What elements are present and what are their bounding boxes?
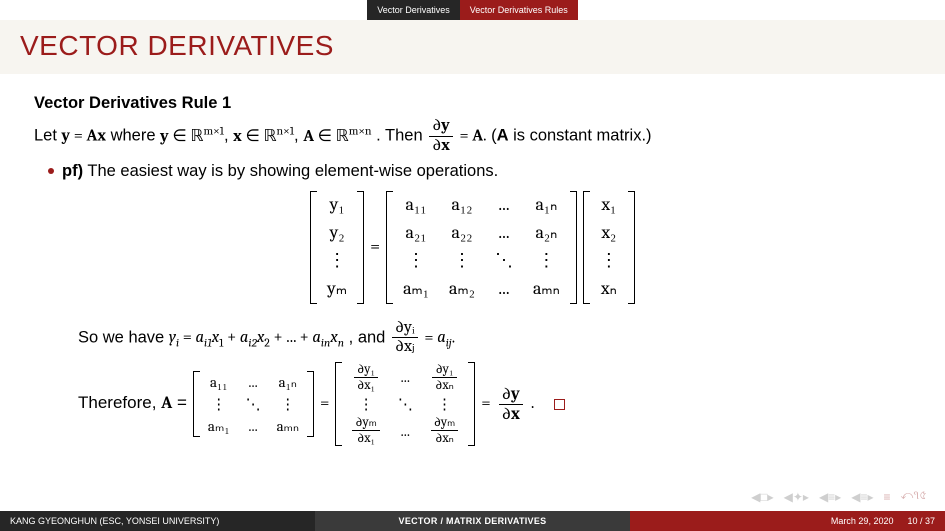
text: , and (349, 328, 390, 346)
den: ∂x (432, 136, 450, 155)
block-heading: Vector Derivatives Rule 1 (34, 92, 911, 114)
top-breadcrumb: Vector Derivatives Vector Derivatives Ru… (0, 0, 945, 20)
footer: KANG GYEONGHUN (ESC, YONSEI UNIVERSITY) … (0, 511, 945, 531)
pf-body: The easiest way is by showing element-wi… (87, 162, 498, 180)
space-x: x ∈ ℝn×1 (233, 127, 294, 146)
qed-icon (554, 399, 565, 410)
nav-icons: ◀□▸ ◀✦▸ ◀≡▸ ◀≡▸ ≡ ↶૧৫ (751, 487, 927, 507)
nav-back-icon[interactable]: ↶૧৫ (901, 487, 928, 507)
proof-bullet: pf) The easiest way is by showing elemen… (48, 160, 911, 182)
text: . Then (376, 127, 427, 145)
paren: (A is constant matrix.) (491, 127, 651, 145)
matrix-a-short: a₁₁...a₁ₙ ⋮⋱⋮ aₘ₁...aₘₙ (193, 371, 314, 438)
period: . (531, 393, 535, 416)
nav-prev-section-icon[interactable]: ◀□▸ (751, 490, 774, 504)
nav-outline-icon[interactable]: ≡ (883, 490, 890, 504)
nav-prev-slide-icon[interactable]: ◀✦▸ (784, 490, 809, 504)
num: ∂y (432, 116, 450, 135)
eq-a: = A. (460, 127, 487, 146)
footer-date: March 29, 2020 (831, 516, 894, 526)
section-label: Vector Derivatives (367, 0, 460, 20)
text: where (111, 127, 161, 145)
pf-label: pf) (62, 162, 83, 180)
therefore-label: Therefore, A = (78, 392, 187, 416)
footer-author: KANG GYEONGHUN (ESC, YONSEI UNIVERSITY) (0, 511, 315, 531)
frac-dyi-dxj: ∂yᵢ ∂xⱼ (392, 320, 418, 356)
equals: = (370, 235, 380, 259)
nav-next-section-icon[interactable]: ◀≡▸ (851, 490, 873, 504)
footer-title: VECTOR / MATRIX DERIVATIVES (315, 511, 630, 531)
slide-title: VECTOR DERIVATIVES (20, 30, 925, 62)
frac-dy-dx-final: ∂y ∂x (499, 386, 523, 423)
statement-line: Let y = Ax where y ∈ ℝm×1, x ∈ ℝn×1, A ∈… (34, 118, 911, 154)
matrix-a: a₁₁a₁₂...a₁ₙ a₂₁a₂₂...a₂ₙ ⋮⋮⋱⋮ aₘ₁aₘ₂...… (386, 191, 577, 304)
subsection-label: Vector Derivatives Rules (460, 0, 578, 20)
text: So we have (78, 328, 169, 346)
title-bar: VECTOR DERIVATIVES (0, 20, 945, 74)
matrix-equation-1: y₁ y₂ ⋮ yₘ = a₁₁a₁₂...a₁ₙ a₂₁a₂₂...a₂ₙ ⋮… (34, 191, 911, 310)
space-y: y ∈ ℝm×1 (160, 127, 224, 146)
yi-expansion: yi = ai1x1 + ai2x2 + ... + ainxn (169, 328, 344, 347)
therefore-line: Therefore, A = a₁₁...a₁ₙ ⋮⋱⋮ aₘ₁...aₘₙ =… (78, 362, 911, 446)
text: Let (34, 127, 62, 145)
equals: = (481, 393, 490, 416)
vector-x: x₁ x₂ ⋮ xₙ (583, 191, 635, 304)
equals: = (320, 393, 329, 416)
footer-page: 10 / 37 (907, 516, 935, 526)
frac-dy-dx: ∂y ∂x (429, 118, 453, 154)
proof-text: pf) The easiest way is by showing elemen… (62, 160, 498, 182)
space-a: A ∈ ℝm×n (303, 127, 371, 146)
eq-y-ax: y = Ax (62, 127, 106, 146)
nav-next-slide-icon[interactable]: ◀≡▸ (819, 490, 841, 504)
slide-body: Vector Derivatives Rule 1 Let y = Ax whe… (0, 74, 945, 511)
vector-y: y₁ y₂ ⋮ yₘ (310, 191, 364, 304)
footer-right: March 29, 2020 10 / 37 (630, 511, 945, 531)
eq-aij: = aij. (424, 328, 455, 347)
bullet-icon (48, 168, 54, 174)
so-we-have: So we have yi = ai1x1 + ai2x2 + ... + ai… (78, 320, 911, 356)
jacobian: ∂y₁∂x₁ ... ∂y₁∂xₙ ⋮⋱⋮ ∂yₘ∂x₁ ... ∂yₘ∂xₙ (335, 362, 475, 446)
